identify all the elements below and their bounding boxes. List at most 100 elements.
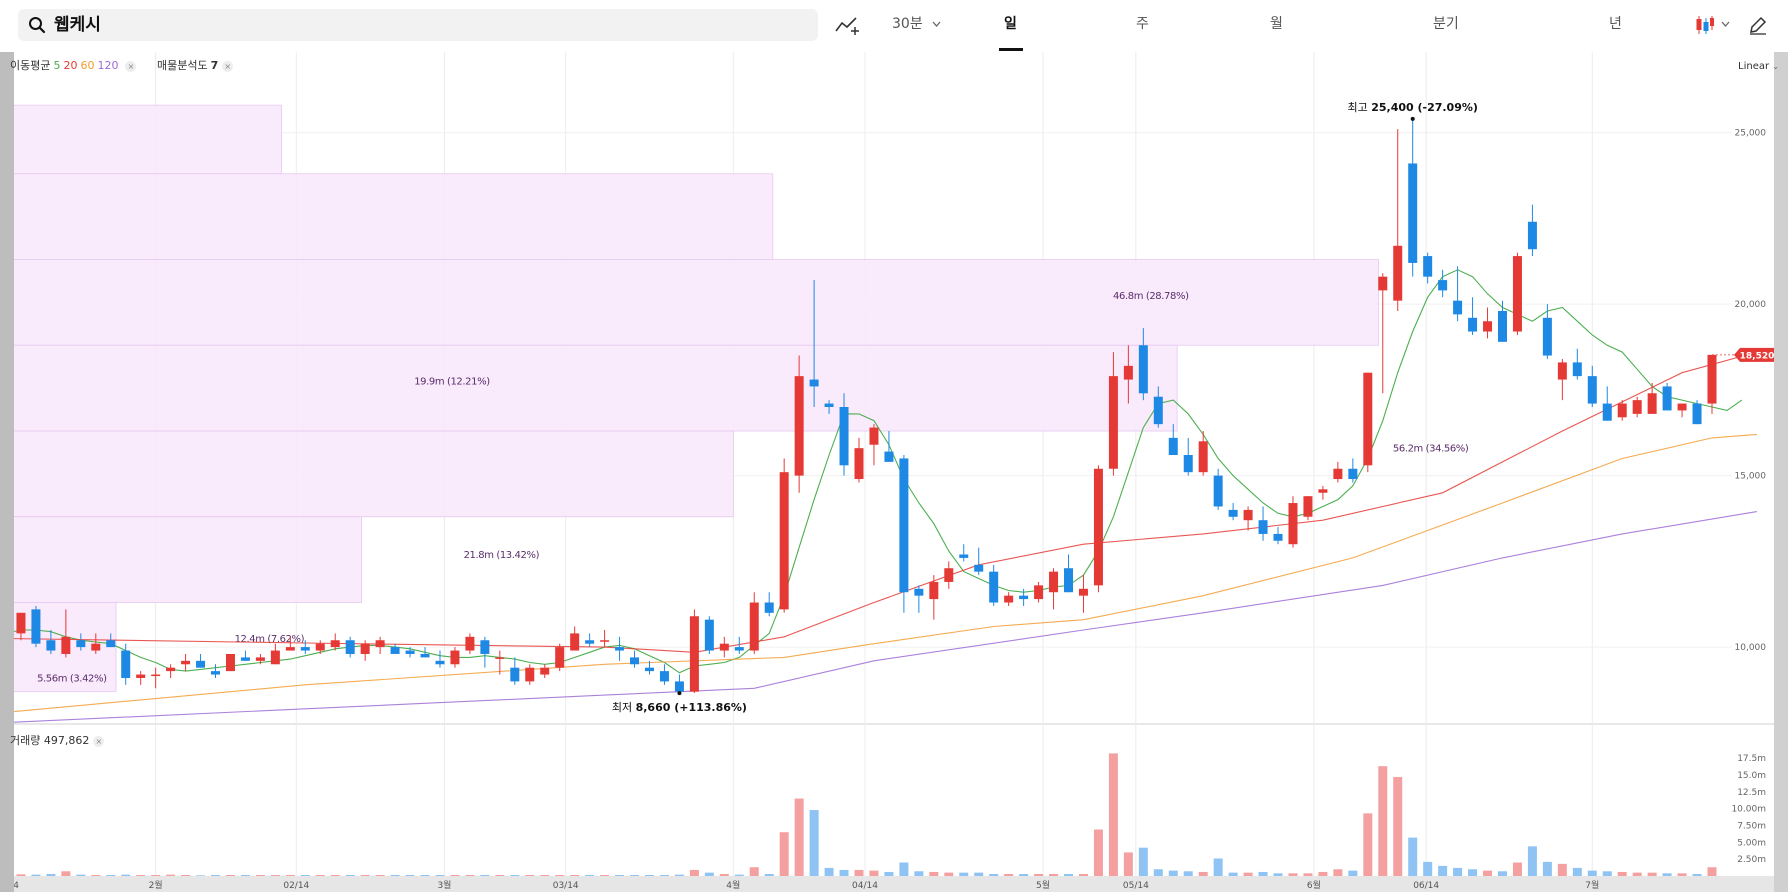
candle-body (76, 640, 86, 648)
volume-bar (959, 872, 969, 876)
candle-body (899, 458, 909, 593)
candle-type-icon[interactable] (1694, 14, 1716, 36)
right-edge-strip (1774, 52, 1788, 892)
tab-day[interactable]: 일 (1004, 16, 1017, 32)
volume-bar (1333, 869, 1343, 876)
volume-bar (1617, 871, 1627, 876)
candle-body (405, 650, 415, 654)
volume-bar (315, 874, 325, 876)
tab-week[interactable]: 주 (1136, 16, 1149, 32)
x-tick-label: 05/14 (1123, 881, 1149, 891)
volume-bar (1542, 861, 1552, 876)
candle-body (465, 636, 475, 651)
volume-bar (719, 873, 729, 876)
volume-bar (46, 873, 56, 876)
volume-profile-label: 21.8m (13.42%) (464, 550, 540, 561)
interval-select[interactable]: 30분 (892, 16, 923, 32)
search-box[interactable]: 웹케시 (18, 9, 818, 41)
candle-body (345, 640, 355, 654)
volume-bar (1243, 872, 1253, 876)
ma-60-line (5, 433, 1757, 713)
volume-bar (1138, 847, 1148, 876)
volume-bar (240, 874, 250, 876)
volume-bar (1228, 872, 1238, 876)
volume-bar (1677, 873, 1687, 876)
volume-bar (61, 871, 71, 876)
remove-profile-icon[interactable]: × (222, 60, 234, 72)
candle-body (1512, 256, 1522, 332)
volume-bar (495, 874, 505, 876)
tab-month[interactable]: 월 (1270, 16, 1283, 32)
volume-profile-bar (0, 259, 1379, 346)
draw-trend-icon[interactable] (834, 15, 860, 35)
tab-quarter[interactable]: 분기 (1433, 16, 1459, 32)
volume-profile-bar (0, 104, 282, 175)
remove-ma-icon[interactable]: × (125, 60, 137, 72)
candle-body (809, 379, 819, 387)
candle-body (615, 647, 625, 651)
volume-tick-label: 12.5m (1737, 788, 1766, 798)
candle-body (914, 588, 924, 596)
candle-body (106, 640, 116, 648)
candle-body (1168, 437, 1178, 456)
candle-body (1303, 496, 1313, 517)
candle-body (1183, 455, 1193, 473)
candle-body (824, 403, 834, 407)
volume-bar (91, 874, 101, 876)
volume-bar (929, 871, 939, 876)
volume-bar (1468, 869, 1478, 876)
ma-legend[interactable]: 이동평균 5 20 60 120 × 매물분석도 7 × (10, 57, 236, 73)
chevron-down-icon[interactable] (1721, 21, 1730, 27)
low-label-value: 8,660 (+113.86%) (636, 701, 747, 714)
chevron-down-icon[interactable] (932, 21, 941, 27)
candle-body (1587, 376, 1597, 404)
volume-tick-label: 2.50m (1737, 855, 1766, 865)
candle-body (1453, 300, 1463, 315)
volume-profile-bar (0, 344, 1178, 432)
candle-body (480, 640, 490, 654)
volume-bar (1363, 813, 1373, 876)
high-label: 최고 25,400 (-27.09%) (1347, 101, 1477, 114)
volume-bar (211, 874, 221, 876)
pencil-icon[interactable] (1748, 15, 1768, 35)
volume-profile-label: 12.4m (7.62%) (235, 634, 305, 645)
volume-bar (824, 867, 834, 876)
volume-bar (1078, 873, 1088, 876)
volume-bar (1183, 871, 1193, 876)
x-tick-label: 04/14 (852, 881, 878, 891)
candle-body (330, 640, 340, 648)
candle-body (1004, 595, 1014, 603)
candle-body (659, 671, 669, 682)
volume-tick-label: 15.0m (1737, 771, 1766, 781)
candle-body (360, 643, 370, 654)
candle-body (240, 657, 250, 661)
volume-bar (196, 875, 206, 877)
candle-body (779, 472, 789, 610)
volume-bar (255, 874, 265, 876)
volume-bar (615, 874, 625, 876)
volume-bar (181, 874, 191, 876)
low-marker (677, 691, 682, 696)
volume-bar (1438, 865, 1448, 876)
remove-volume-icon[interactable]: × (93, 735, 105, 747)
price-chart[interactable]: 46.8m (28.78%) 19.9m (12.21%) 21.8m (13.42… (0, 52, 1788, 892)
candle-body (1258, 520, 1268, 534)
candle-body (1617, 403, 1627, 418)
candle-body (1034, 585, 1044, 600)
tab-year[interactable]: 년 (1609, 16, 1622, 32)
candle-body (46, 640, 56, 651)
x-tick-label: 4월 (726, 879, 740, 891)
search-icon (29, 17, 46, 34)
candle-body (211, 671, 221, 675)
candle-body (1198, 441, 1208, 473)
x-tick-label: 02/14 (283, 881, 309, 891)
candle-body (704, 619, 714, 651)
candle-body (1049, 571, 1059, 593)
volume-bar (1483, 870, 1493, 876)
volume-bar (375, 874, 385, 876)
volume-bar (136, 874, 146, 876)
volume-bar (1258, 871, 1268, 876)
scale-mode[interactable]: Linear ⌄ (1738, 61, 1779, 72)
volume-profile-label: 19.9m (12.21%) (414, 377, 490, 388)
